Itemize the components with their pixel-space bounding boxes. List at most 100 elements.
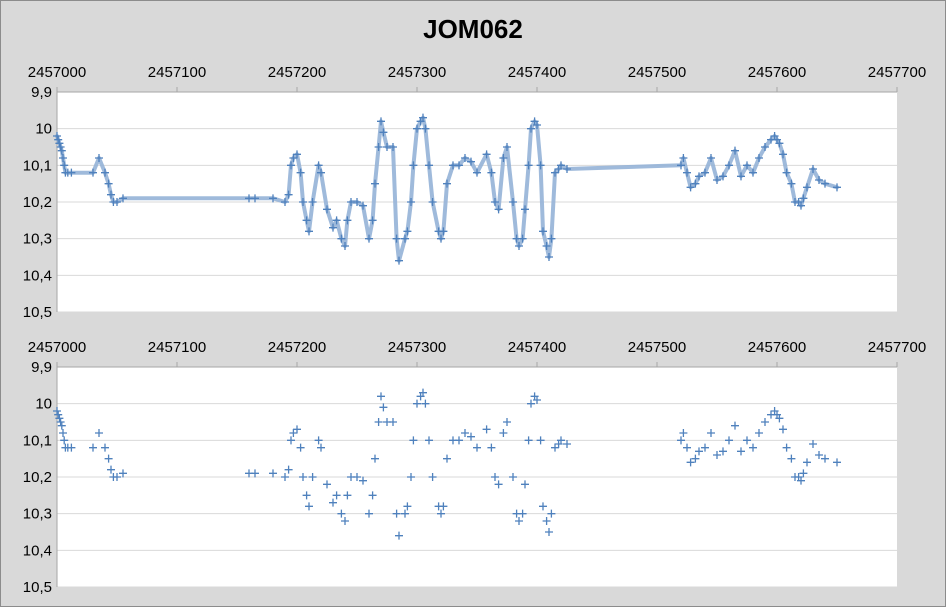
data-point	[409, 436, 418, 445]
data-point	[797, 476, 805, 485]
data-point	[545, 528, 553, 536]
data-point	[821, 454, 829, 463]
data-point	[749, 443, 757, 452]
data-point	[251, 194, 259, 203]
data-point	[518, 509, 527, 518]
data-point	[515, 242, 523, 250]
data-point	[439, 502, 448, 511]
data-point	[107, 190, 115, 199]
data-point	[737, 172, 745, 181]
x-tick-label: 2457200	[268, 339, 326, 356]
data-point	[473, 168, 481, 177]
data-point	[677, 161, 685, 170]
data-point	[695, 172, 703, 181]
data-point	[407, 198, 415, 206]
data-point	[413, 399, 421, 408]
data-point	[494, 480, 503, 489]
x-tick-label: 2457100	[148, 64, 206, 81]
data-point	[455, 436, 463, 445]
x-tick-label: 2457600	[748, 64, 806, 81]
data-point	[101, 168, 109, 177]
data-point	[725, 161, 733, 170]
data-point	[686, 183, 695, 192]
data-point	[521, 480, 529, 489]
data-point	[104, 179, 113, 188]
y-tick-label: 10,3	[23, 231, 52, 248]
data-point	[725, 436, 733, 445]
data-point	[461, 429, 469, 437]
y-tick-label: 10	[35, 121, 52, 138]
data-point	[359, 476, 367, 485]
data-point	[308, 198, 317, 206]
data-point	[403, 502, 412, 511]
data-point	[365, 509, 373, 518]
data-point	[691, 454, 700, 463]
data-point	[533, 121, 541, 129]
data-point	[403, 227, 412, 236]
data-point	[536, 161, 545, 170]
data-point	[353, 198, 361, 206]
data-point	[305, 502, 313, 511]
data-point	[499, 429, 508, 437]
data-point	[503, 143, 511, 151]
data-point	[833, 183, 841, 192]
data-point	[743, 436, 751, 445]
x-tick-label: 2457600	[748, 339, 806, 356]
data-point	[707, 429, 715, 437]
data-point	[787, 179, 796, 188]
data-point	[67, 443, 76, 452]
data-point	[113, 473, 121, 481]
data-point	[551, 168, 559, 177]
data-point	[691, 179, 700, 188]
data-point	[302, 491, 311, 500]
y-tick-label: 10,4	[23, 267, 52, 284]
data-point	[701, 168, 709, 177]
data-point	[365, 234, 373, 243]
data-point	[55, 139, 64, 148]
data-point	[317, 443, 325, 452]
data-point	[329, 223, 337, 232]
data-point	[491, 198, 499, 206]
x-tick-label: 2457400	[508, 64, 566, 81]
data-point	[677, 436, 685, 445]
data-point	[815, 176, 823, 184]
data-point	[563, 440, 571, 448]
y-tick-label: 10,4	[23, 542, 52, 559]
data-point	[539, 502, 547, 511]
data-point	[803, 183, 811, 192]
data-point	[461, 154, 469, 162]
data-point	[341, 517, 349, 525]
data-point	[809, 440, 817, 448]
data-point	[799, 194, 808, 203]
data-point	[317, 168, 325, 177]
y-tick-label: 10,2	[23, 194, 52, 211]
data-point	[284, 190, 293, 199]
data-point	[371, 179, 379, 188]
data-point	[557, 161, 565, 170]
data-point	[491, 473, 499, 481]
data-point	[379, 128, 388, 137]
data-point	[437, 234, 445, 243]
data-point	[467, 157, 475, 166]
data-point	[713, 176, 721, 184]
data-point	[56, 418, 65, 426]
data-point	[60, 436, 69, 445]
x-tick-label: 2457000	[28, 339, 86, 356]
data-point	[803, 458, 811, 467]
data-point	[281, 198, 289, 206]
data-point	[707, 154, 715, 162]
data-point	[428, 198, 437, 206]
data-point	[821, 179, 829, 188]
data-point	[749, 168, 757, 177]
data-point	[473, 443, 481, 452]
data-point	[695, 447, 703, 456]
x-tick-label: 2457500	[628, 339, 686, 356]
data-point	[503, 418, 511, 426]
data-point	[371, 454, 379, 463]
data-point	[293, 425, 301, 434]
data-point	[755, 429, 763, 437]
data-point	[815, 451, 823, 459]
data-point	[89, 168, 97, 177]
x-tick-label: 2457300	[388, 339, 446, 356]
data-point	[499, 154, 508, 162]
